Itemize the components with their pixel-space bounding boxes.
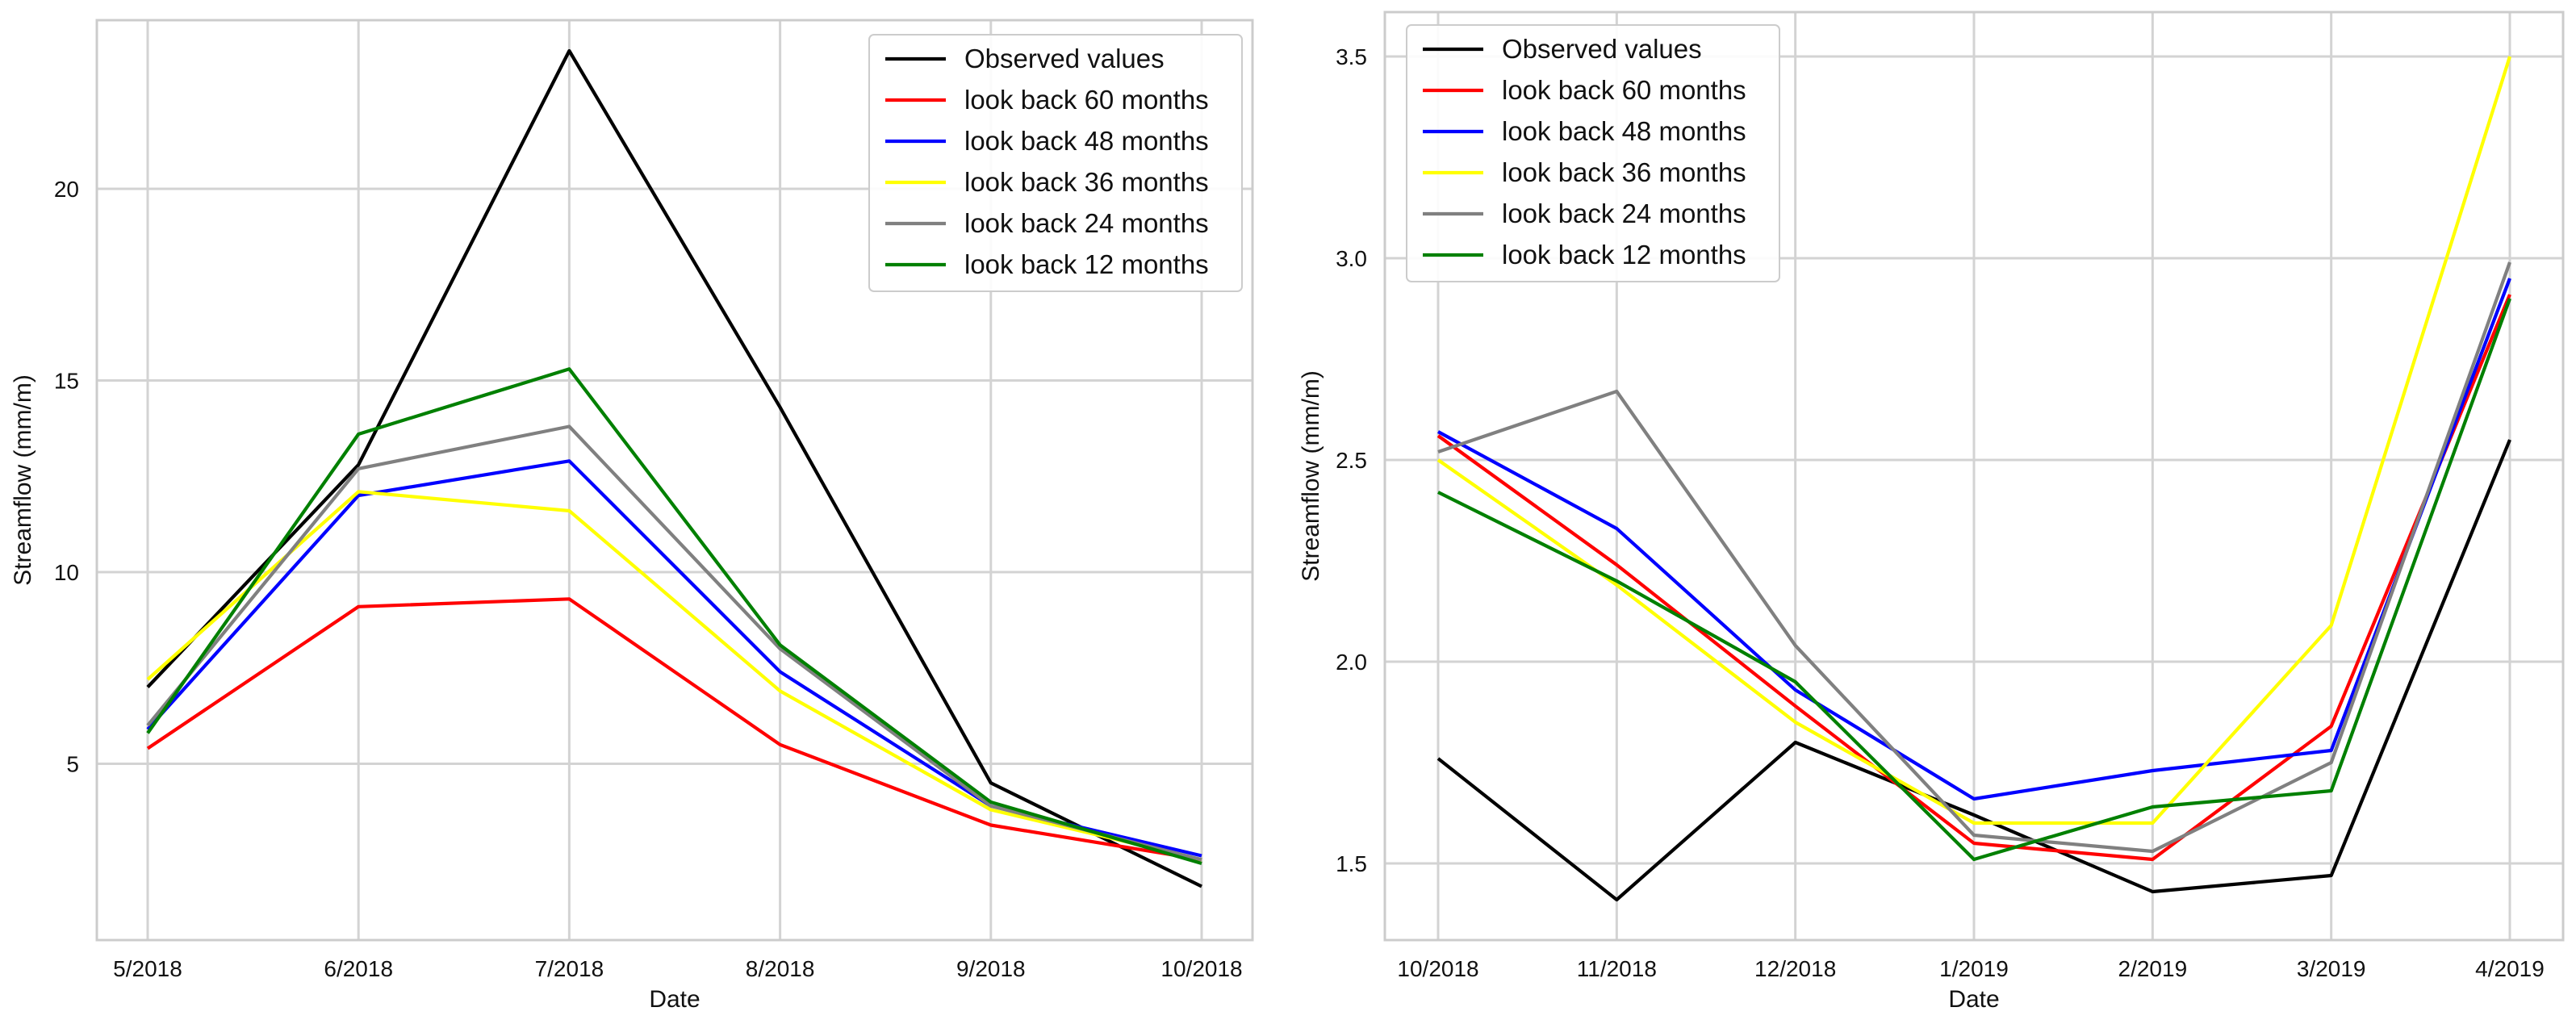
chart-2-y-tick-label: 3.5: [1336, 44, 1367, 69]
chart-2-legend: Observed values look back 60 months look b…: [1406, 24, 1780, 282]
chart-2-y-axis-label: Streamflow (mm/m): [1298, 370, 1324, 582]
chart-1-x-tick-label: 5/2018: [113, 956, 182, 981]
chart-2-frame: [1383, 10, 2565, 942]
chart-1-y-tick-label: 10: [54, 560, 79, 585]
chart-1-legend-label: look back 48 months: [964, 126, 1209, 156]
chart-2-legend-label: look back 60 months: [1502, 75, 1746, 105]
chart-2-y-tick-label: 3.0: [1336, 246, 1367, 271]
chart-2-x-tick-label: 11/2018: [1577, 956, 1657, 981]
chart-1-x-tick-label: 10/2018: [1160, 956, 1242, 981]
chart-2-y-tick-label: 1.5: [1336, 851, 1367, 876]
chart-2-legend-label: look back 48 months: [1502, 116, 1746, 146]
chart-1-legend-box: [868, 34, 1243, 292]
chart-2: 10/2018 11/2018 12/2018 1/2019 2/2019 3/2019 4…: [1298, 10, 2565, 1013]
chart-2-x-tick-label: 1/2019: [1939, 956, 2009, 981]
chart-2-x-tick-label: 4/2019: [2475, 956, 2545, 981]
chart-2-legend-label: look back 36 months: [1502, 157, 1746, 187]
chart-2-series-look-back-12-months: [1437, 298, 2511, 862]
chart-2-x-tick-label: 10/2018: [1397, 956, 1478, 981]
chart-1-legend-label: look back 12 months: [964, 249, 1209, 279]
chart-1-legend: Observed values look back 60 months look b…: [868, 34, 1243, 292]
chart-2-x-tick-label: 2/2019: [2118, 956, 2188, 981]
chart-2-legend-label: look back 12 months: [1502, 240, 1746, 270]
chart-2-legend-box: [1406, 24, 1780, 282]
chart-1-x-tick-label: 7/2018: [535, 956, 604, 981]
chart-2-series-look-back-36-months: [1436, 56, 2512, 825]
chart-2-y-tick-label: 2.0: [1336, 650, 1367, 675]
chart-1-series-look-back-60-months: [146, 597, 1202, 862]
chart-1-y-tick-label: 20: [54, 177, 79, 202]
chart-1-legend-label: look back 36 months: [964, 167, 1209, 197]
chart-1-series-look-back-24-months: [146, 424, 1202, 862]
chart-1-series-look-back-36-months: [146, 490, 1202, 862]
chart-1-y-tick-label: 5: [66, 752, 79, 777]
chart-1-x-tick-label: 6/2018: [324, 956, 393, 981]
chart-1-legend-label: look back 24 months: [964, 208, 1209, 238]
chart-1-series-look-back-12-months: [146, 367, 1202, 866]
chart-1-y-axis-label: Streamflow (mm/m): [10, 374, 36, 586]
chart-2-x-axis-label: Date: [1948, 986, 1999, 1013]
chart-2-legend-label: look back 24 months: [1502, 199, 1746, 228]
chart-1-series-observed-values: [146, 48, 1202, 888]
chart-2-y-tick-label: 2.5: [1336, 448, 1367, 473]
chart-1-legend-label: look back 60 months: [964, 85, 1209, 115]
chart-1-frame: [95, 19, 1254, 942]
chart-2-series-observed-values: [1436, 439, 2511, 902]
chart-2-x-tick-label: 3/2019: [2297, 956, 2366, 981]
chart-1-legend-label: Observed values: [964, 44, 1165, 73]
chart-2-series-look-back-48-months: [1436, 278, 2511, 801]
chart-2-legend-label: Observed values: [1502, 34, 1702, 64]
chart-1-x-axis-label: Date: [649, 986, 700, 1013]
chart-1-x-tick-label: 9/2018: [956, 956, 1026, 981]
chart-2-x-tick-label: 12/2018: [1754, 956, 1836, 981]
chart-2-series-look-back-24-months: [1437, 261, 2511, 854]
chart-1-x-tick-label: 8/2018: [746, 956, 815, 981]
chart-1: 5/2018 6/2018 7/2018 8/2018 9/2018 10/2018 5 10…: [10, 19, 1254, 1013]
chart-1-y-tick-label: 15: [54, 369, 79, 394]
chart-2-series-look-back-60-months: [1436, 294, 2511, 862]
